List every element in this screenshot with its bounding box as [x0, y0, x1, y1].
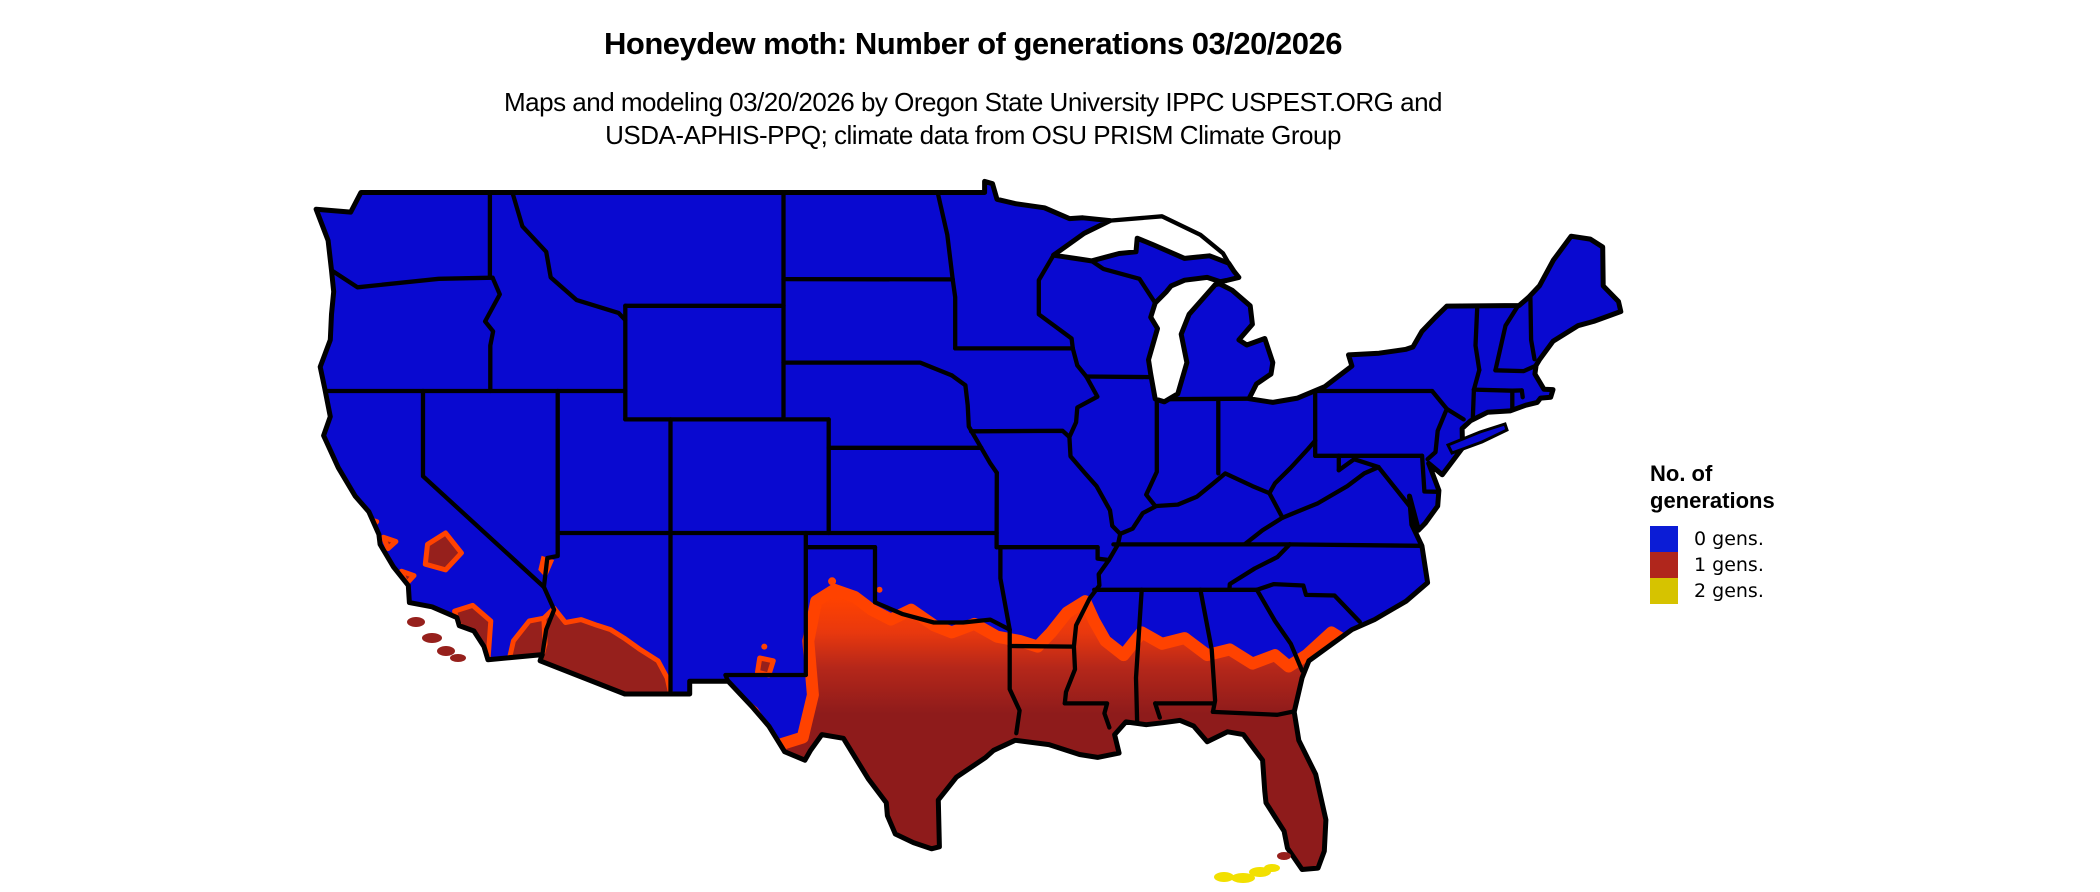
map-region-1-gen-patch	[380, 534, 399, 552]
map-region-1-gen-patch	[755, 655, 776, 678]
legend-swatch-0-gens	[1650, 526, 1678, 552]
legend-row-1-gen: 1 gens.	[1650, 552, 1775, 578]
map-transition-orange-speck	[876, 586, 883, 593]
map-transition-orange-speck	[815, 603, 822, 610]
channel-island-1-gen	[422, 633, 442, 643]
legend-swatch-2-gens	[1650, 578, 1678, 604]
subtitle-line-1: Maps and modeling 03/20/2026 by Oregon S…	[503, 87, 1443, 117]
map-transition-orange-speck	[847, 589, 854, 596]
channel-island-1-gen	[450, 654, 466, 662]
map-transition-orange-speck	[828, 577, 837, 586]
channel-island-1-gen	[437, 646, 455, 656]
subtitle-line-2: USDA-APHIS-PPQ; climate data from OSU PR…	[605, 120, 1341, 150]
page-subtitle: Maps and modeling 03/20/2026 by Oregon S…	[0, 86, 1946, 152]
international-border-lake-superior	[1109, 214, 1231, 265]
florida-islet-1-gen	[1277, 852, 1291, 860]
channel-island-1-gen	[407, 617, 425, 627]
legend-items: 0 gens. 1 gens. 2 gens.	[1650, 526, 1775, 604]
legend-row-0-gens: 0 gens.	[1650, 526, 1775, 552]
legend-label-1-gen: 1 gens.	[1694, 554, 1764, 576]
state-borders	[322, 190, 1537, 736]
legend-label-0-gens: 0 gens.	[1694, 528, 1764, 550]
legend-row-2-gens: 2 gens.	[1650, 578, 1775, 604]
map-region-1-gen-patch	[422, 530, 464, 573]
florida-keys-2-gens	[1231, 873, 1255, 883]
us-outline	[313, 178, 1624, 872]
florida-keys-2-gens	[1214, 872, 1234, 882]
legend-swatch-1-gen	[1650, 552, 1678, 578]
florida-keys-2-gens	[1264, 864, 1280, 872]
legend-label-2-gens: 2 gens.	[1694, 580, 1764, 602]
legend: No. of generations 0 gens. 1 gens. 2 gen…	[1650, 460, 1775, 604]
long-island	[1445, 422, 1509, 455]
map-transition-orange-speck	[761, 643, 768, 650]
map-fill-layer	[316, 181, 1621, 870]
legend-title: No. of generations	[1650, 461, 1775, 513]
page-title: Honeydew moth: Number of generations 03/…	[604, 26, 1342, 61]
